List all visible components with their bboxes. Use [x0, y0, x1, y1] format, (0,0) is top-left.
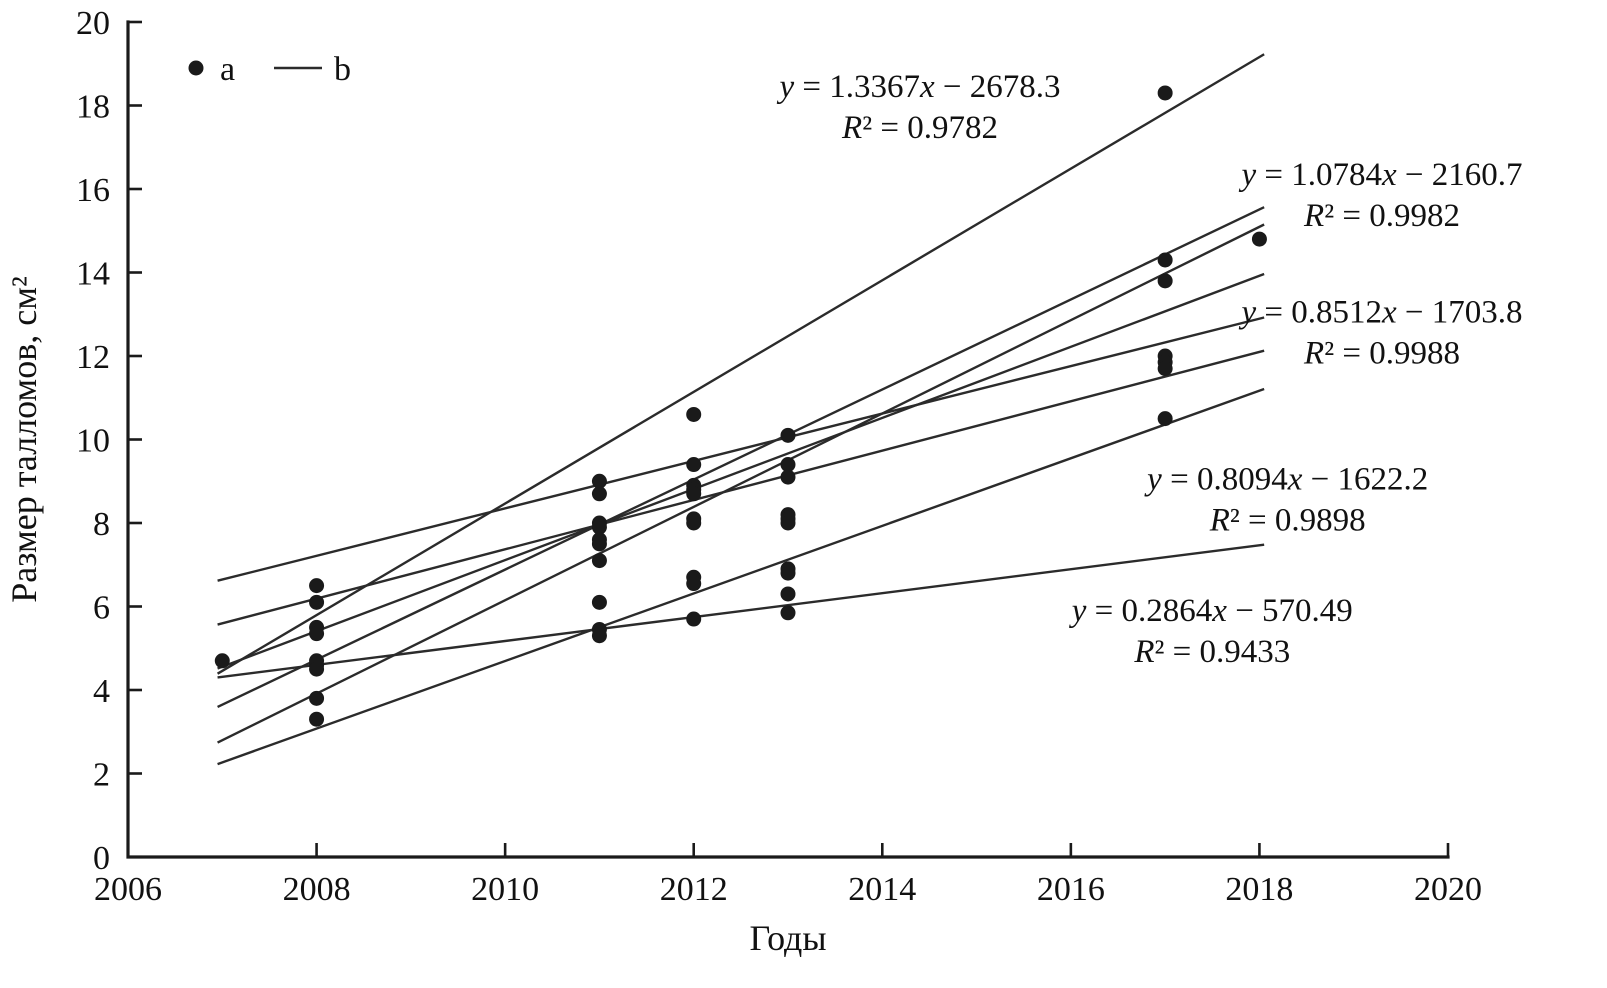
scatter-point: [309, 711, 325, 727]
scatter-point: [591, 594, 607, 610]
scatter-point: [591, 553, 607, 569]
scatter-point: [591, 536, 607, 552]
y-tick-label: 6: [93, 590, 110, 627]
scatter-point: [686, 486, 702, 502]
x-tick-label: 2016: [1037, 871, 1105, 908]
equation-text: y = 0.8094x − 1622.2: [1144, 462, 1428, 498]
equation-annotation: y = 0.8512x − 1703.8 R² = 0.9988: [1238, 295, 1522, 372]
scatter-point: [214, 653, 230, 669]
regression-line: [217, 387, 1265, 766]
equation-annotation: y = 0.8094x − 1622.2 R² = 0.9898: [1144, 462, 1428, 539]
y-tick-label: 0: [93, 840, 110, 877]
scatter-point: [780, 427, 796, 443]
scatter-point: [686, 611, 702, 627]
equation-annotation: y = 1.3367x − 2678.3 R² = 0.9782: [776, 69, 1060, 146]
scatter-point: [780, 565, 796, 581]
y-tick-label: 10: [76, 423, 110, 460]
scatter-point: [309, 661, 325, 677]
scatter-point: [591, 519, 607, 535]
regression-line: [217, 349, 1265, 626]
scatter-point: [686, 406, 702, 422]
y-tick-label: 18: [76, 89, 110, 126]
equation-text: y = 0.8512x − 1703.8: [1238, 295, 1522, 331]
scatter-point: [780, 457, 796, 473]
scatter-point: [1157, 85, 1173, 101]
scatter-point: [686, 457, 702, 473]
y-tick-label: 20: [76, 5, 110, 42]
r-squared-text: R² = 0.9988: [1303, 336, 1460, 372]
scatter-point: [309, 626, 325, 642]
scatter-point: [591, 486, 607, 502]
regression-line: [217, 206, 1265, 708]
equation-annotation: y = 1.0784x − 2160.7 R² = 0.9982: [1238, 157, 1522, 234]
equation-annotation: y = 0.2864x − 570.49 R² = 0.9433: [1069, 593, 1353, 670]
scatter-point: [1157, 411, 1173, 427]
scatter-point: [309, 690, 325, 706]
y-tick-label: 12: [76, 339, 110, 376]
x-tick-label: 2012: [660, 871, 728, 908]
r-squared-text: R² = 0.9433: [1133, 634, 1290, 670]
x-tick-label: 2020: [1414, 871, 1482, 908]
scatter-point: [686, 576, 702, 592]
scatter-point: [780, 515, 796, 531]
equation-text: y = 0.2864x − 570.49: [1069, 593, 1353, 629]
regression-line: [217, 272, 1265, 670]
scatter-point: [780, 605, 796, 621]
legend-label-a: a: [220, 51, 235, 88]
scatter-point: [1157, 361, 1173, 377]
y-tick-label: 14: [76, 256, 110, 293]
scatter-point: [309, 594, 325, 610]
scatter-point: [780, 586, 796, 602]
x-axis-label: Годы: [749, 918, 826, 958]
x-tick-label: 2006: [94, 871, 162, 908]
y-tick-label: 4: [93, 673, 110, 710]
y-tick-label: 8: [93, 506, 110, 543]
legend-dot-marker: [188, 60, 204, 76]
scatter-point: [591, 628, 607, 644]
r-squared-text: R² = 0.9782: [841, 110, 998, 146]
y-axis-label: Размер талломов, см²: [4, 276, 44, 603]
legend-label-b: b: [334, 51, 351, 88]
r-squared-text: R² = 0.9898: [1209, 503, 1366, 539]
r-squared-text: R² = 0.9982: [1303, 198, 1460, 234]
equation-text: y = 1.3367x − 2678.3: [776, 69, 1060, 105]
equation-text: y = 1.0784x − 2160.7: [1238, 157, 1522, 193]
x-tick-label: 2014: [848, 871, 916, 908]
scatter-point: [1251, 231, 1267, 247]
y-tick-label: 16: [76, 172, 110, 209]
x-tick-label: 2018: [1225, 871, 1293, 908]
x-tick-label: 2010: [471, 871, 539, 908]
scatter-point: [780, 469, 796, 485]
y-tick-label: 2: [93, 757, 110, 794]
regression-line: [217, 316, 1265, 582]
regression-line: [217, 223, 1265, 744]
scatter-point: [1157, 252, 1173, 268]
scatter-point: [309, 578, 325, 594]
x-tick-label: 2008: [283, 871, 351, 908]
regression-line: [216, 53, 1265, 675]
regression-line: [217, 543, 1265, 679]
scatter-point: [686, 515, 702, 531]
scatter-point: [591, 473, 607, 489]
scatter-point: [1157, 273, 1173, 289]
